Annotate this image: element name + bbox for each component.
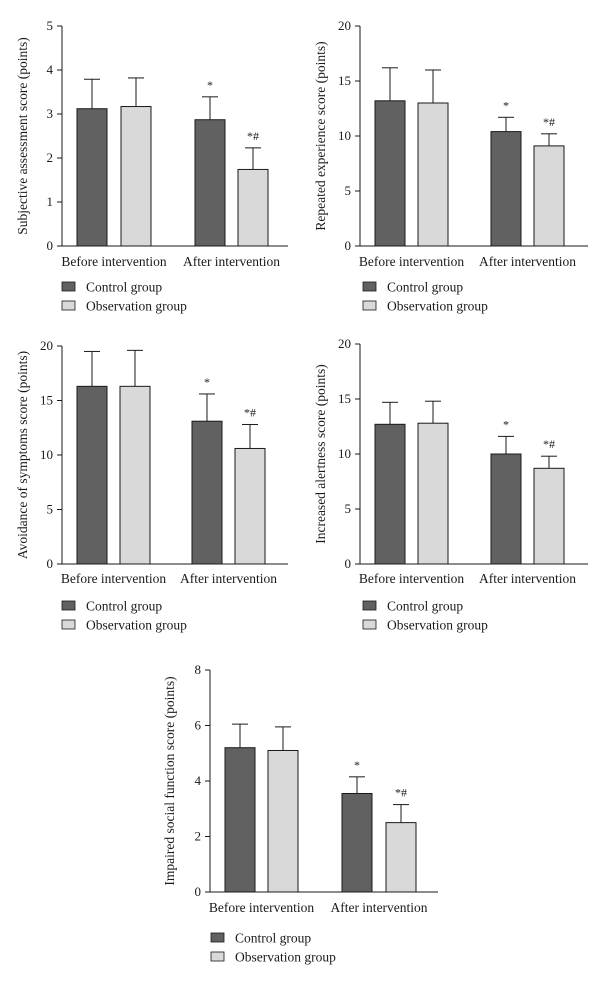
significance-marker: * [204, 375, 210, 389]
legend-control-swatch [362, 600, 377, 611]
y-tick-label: 0 [195, 884, 202, 899]
observation-bar [533, 145, 565, 247]
observation-bar [417, 422, 449, 565]
observation-bar [120, 106, 152, 247]
y-tick-label: 2 [195, 829, 202, 844]
control-bar [76, 385, 108, 565]
significance-marker: *# [543, 115, 555, 129]
control-bar [191, 420, 223, 565]
observation-bar [533, 467, 565, 565]
y-axis-label: Subjective assessment score (points) [15, 37, 30, 235]
control-bar [490, 453, 522, 565]
y-tick-label: 1 [47, 194, 54, 209]
legend-control-swatch [210, 932, 225, 943]
control-bar [490, 131, 522, 247]
y-tick-label: 20 [338, 18, 351, 33]
y-axis-label: Increased alertness score (points) [313, 364, 328, 544]
control-bar [224, 747, 256, 893]
control-bar [76, 108, 108, 247]
y-tick-label: 0 [47, 238, 54, 253]
observation-bar [385, 822, 417, 893]
chart-subjective-assessment: 0 1 2 3 4 5 Subjective assessment score (point… [15, 18, 288, 314]
x-category-label: After intervention [479, 254, 576, 269]
control-bar [374, 100, 406, 247]
chart-repeated-experience: 0 5 10 15 20 Repeated experience score (point… [313, 18, 588, 314]
y-axis-label: Avoidance of symptoms score (points) [15, 351, 30, 559]
control-bar [194, 119, 226, 247]
observation-bar [234, 447, 266, 565]
legend-control-swatch [61, 281, 76, 292]
legend-observation-label: Observation group [235, 950, 336, 965]
control-bar [341, 792, 373, 893]
legend-observation-label: Observation group [86, 618, 187, 633]
legend-control-label: Control group [86, 280, 162, 295]
y-tick-label: 4 [47, 62, 54, 77]
significance-marker: * [503, 98, 509, 112]
y-tick-label: 5 [47, 18, 54, 33]
legend-control-swatch [61, 600, 76, 611]
observation-bar [237, 168, 269, 247]
significance-marker: * [207, 78, 213, 92]
y-tick-label: 15 [338, 391, 351, 406]
y-tick-label: 10 [338, 446, 351, 461]
y-tick-label: 15 [338, 73, 351, 88]
legend-observation-swatch [210, 951, 225, 962]
x-category-label: After intervention [180, 571, 277, 586]
legend-control-label: Control group [387, 280, 463, 295]
y-tick-label: 0 [47, 556, 54, 571]
significance-marker: * [354, 758, 360, 772]
legend-observation-label: Observation group [387, 299, 488, 314]
y-tick-label: 10 [338, 128, 351, 143]
y-axis-label: Impaired social function score (points) [162, 676, 177, 885]
legend-control-swatch [362, 281, 377, 292]
x-category-label: After intervention [479, 571, 576, 586]
y-tick-label: 5 [345, 183, 352, 198]
x-category-label: After intervention [330, 900, 427, 915]
y-tick-label: 0 [345, 556, 352, 571]
chart-avoidance-of-symptoms: 0 5 10 15 20 Avoidance of symptoms score (poi… [15, 338, 288, 633]
x-category-label: After intervention [183, 254, 280, 269]
y-tick-label: 5 [47, 502, 54, 517]
y-tick-label: 6 [195, 718, 202, 733]
x-category-label: Before intervention [61, 254, 167, 269]
y-tick-label: 5 [345, 501, 352, 516]
y-tick-label: 20 [40, 338, 53, 353]
x-category-label: Before intervention [209, 900, 315, 915]
significance-marker: *# [543, 437, 555, 451]
y-tick-label: 15 [40, 393, 53, 408]
y-tick-label: 3 [47, 106, 54, 121]
legend-observation-swatch [61, 300, 76, 311]
x-category-label: Before intervention [61, 571, 167, 586]
x-category-label: Before intervention [359, 254, 465, 269]
y-tick-label: 0 [345, 238, 352, 253]
observation-bar [267, 749, 299, 893]
legend-observation-swatch [362, 619, 377, 630]
x-category-label: Before intervention [359, 571, 465, 586]
legend-observation-swatch [362, 300, 377, 311]
legend-observation-label: Observation group [387, 618, 488, 633]
control-bar [374, 423, 406, 565]
significance-marker: * [503, 417, 509, 431]
legend-control-label: Control group [86, 599, 162, 614]
significance-marker: *# [244, 405, 256, 419]
observation-bar [417, 102, 449, 247]
legend-control-label: Control group [235, 931, 311, 946]
y-axis-label: Repeated experience score (points) [313, 41, 328, 230]
chart-increased-alertness: 0 5 10 15 20 Increased alertness score (point… [313, 336, 588, 633]
y-tick-label: 20 [338, 336, 351, 351]
y-tick-label: 4 [195, 773, 202, 788]
observation-bar [119, 385, 151, 565]
significance-marker: *# [247, 129, 259, 143]
chart-impaired-social-function: 0 2 4 6 8 Impaired social function score (poi… [162, 662, 438, 965]
legend-observation-swatch [61, 619, 76, 630]
y-tick-label: 8 [195, 662, 202, 677]
significance-marker: *# [395, 786, 407, 800]
y-tick-label: 2 [47, 150, 54, 165]
y-tick-label: 10 [40, 447, 53, 462]
legend-control-label: Control group [387, 599, 463, 614]
legend-observation-label: Observation group [86, 299, 187, 314]
